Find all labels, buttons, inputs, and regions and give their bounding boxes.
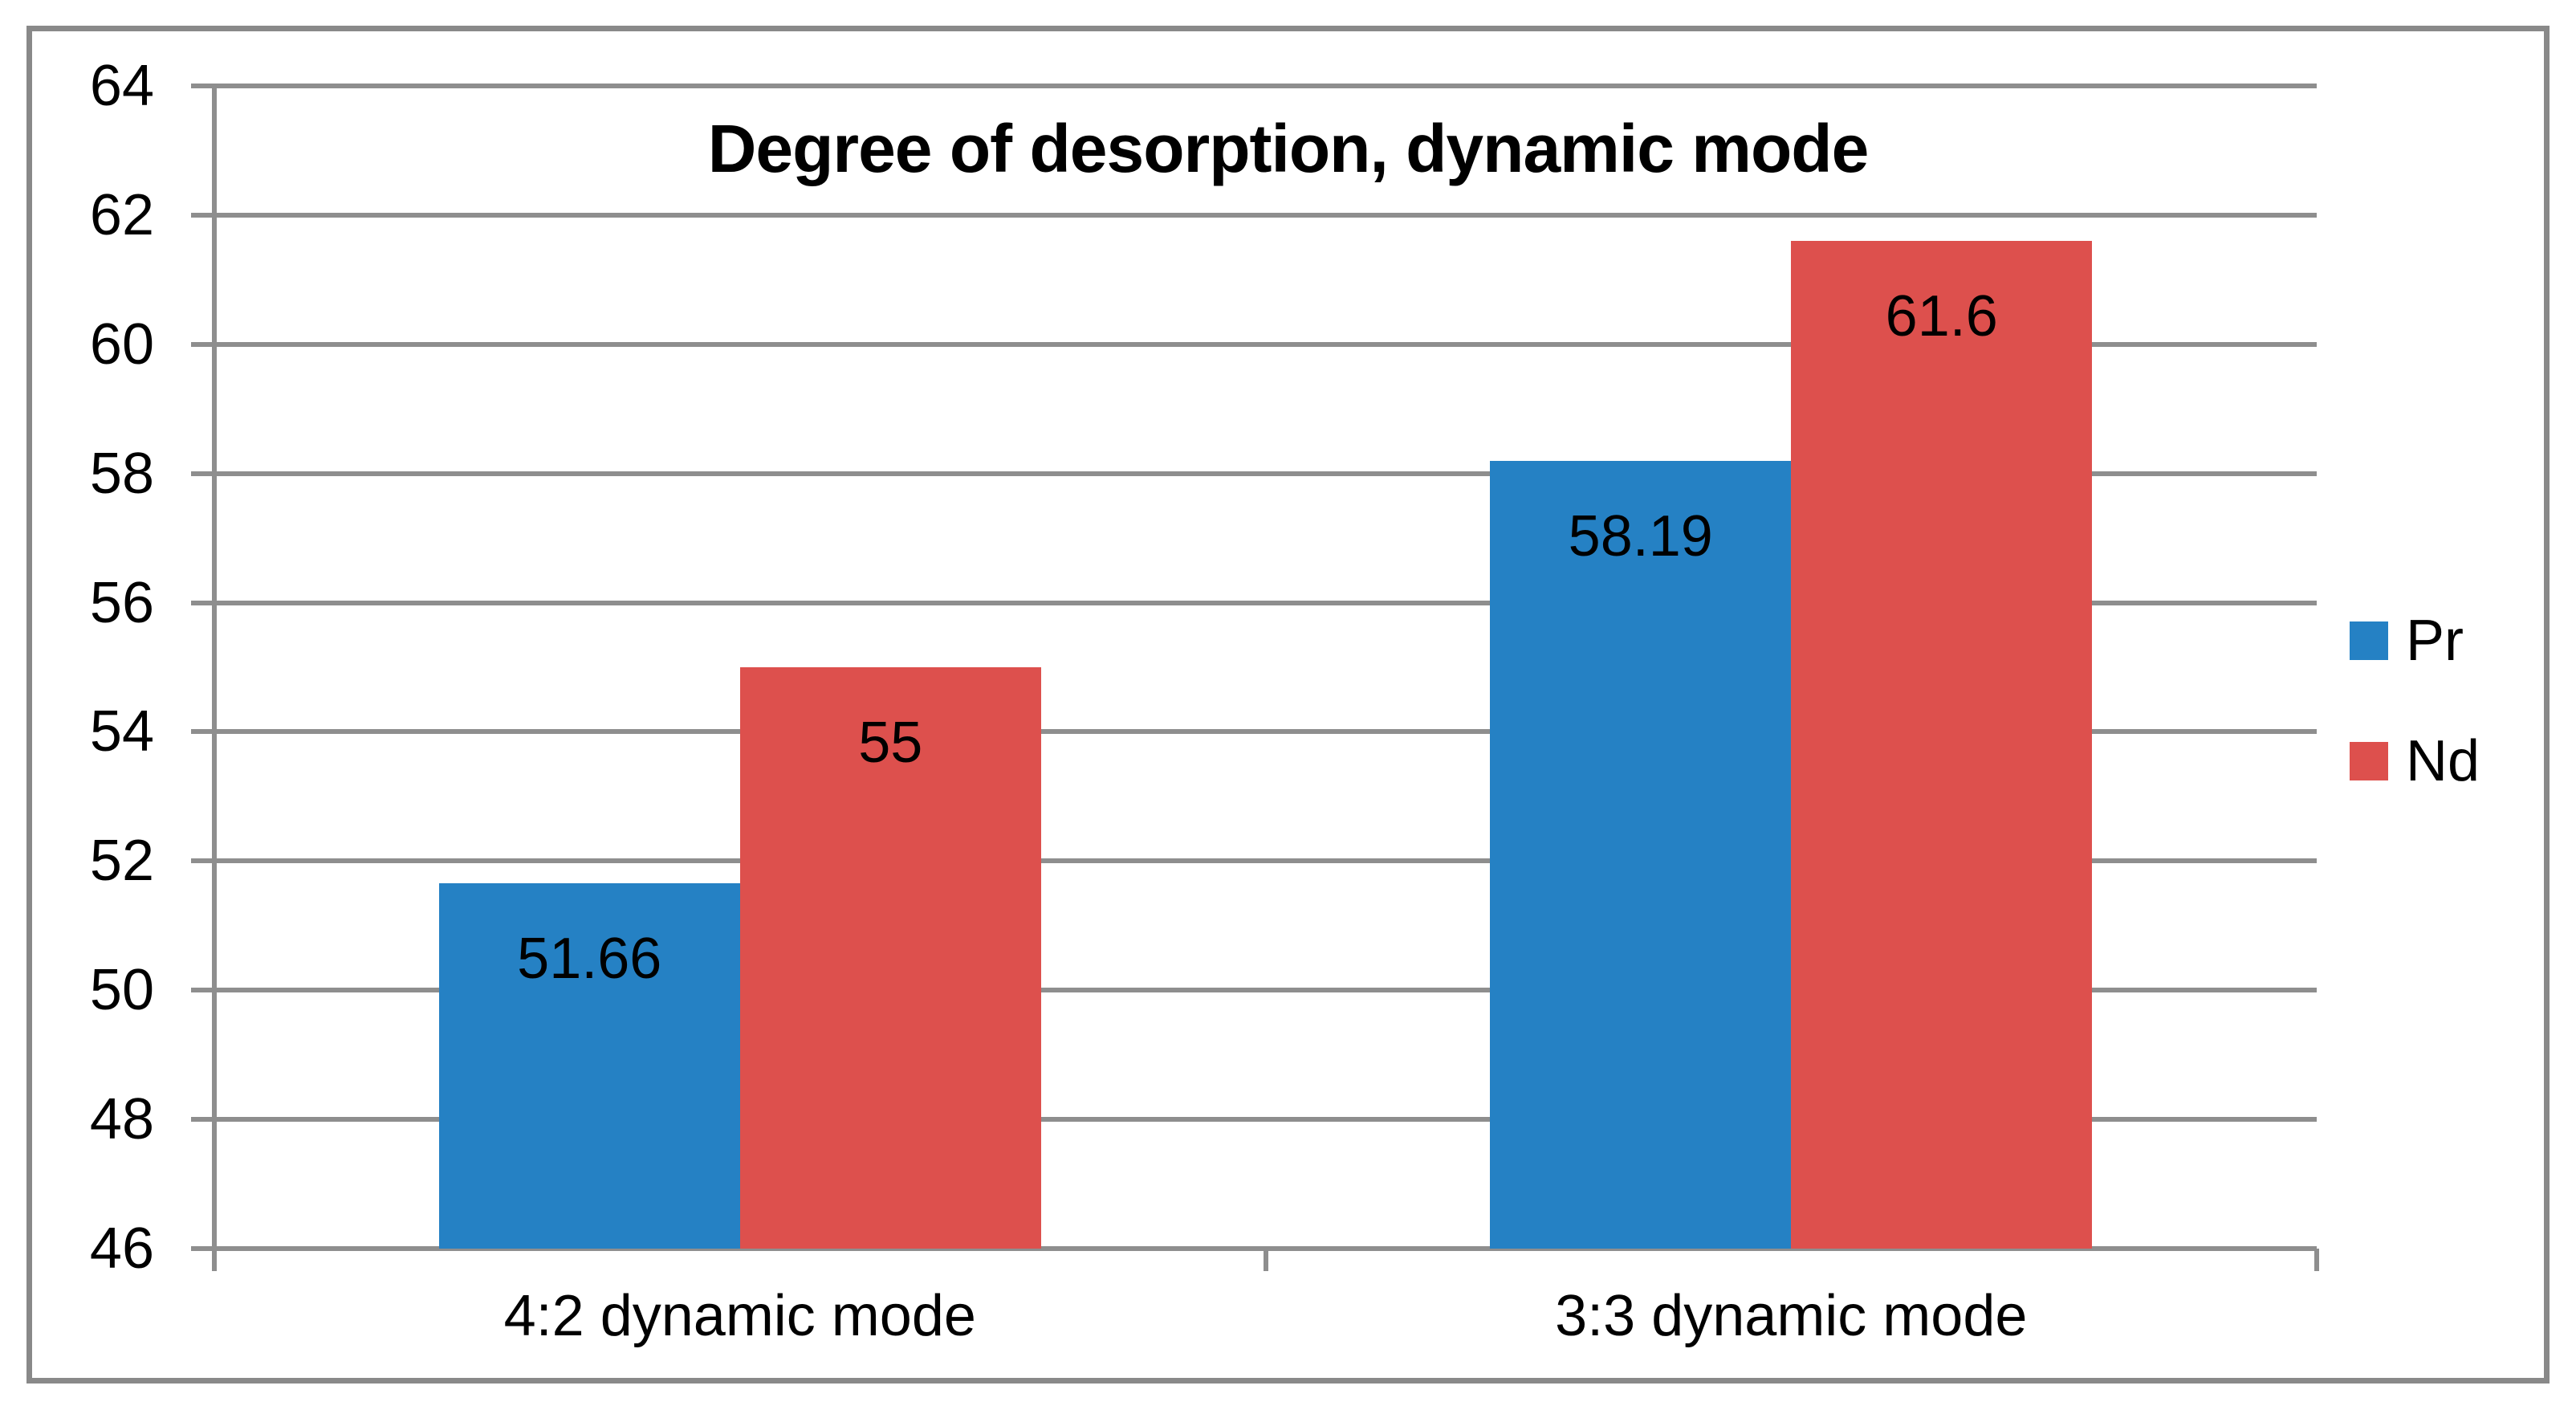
bar-value-label: 61.6	[1885, 284, 1998, 349]
gridline	[214, 600, 2317, 605]
gridline	[214, 84, 2317, 88]
legend-label: Nd	[2406, 729, 2480, 793]
x-axis-tick	[212, 1249, 217, 1271]
y-axis-label: 52	[89, 829, 154, 894]
y-axis-label: 54	[89, 699, 154, 764]
x-axis-category-label: 4:2 dynamic mode	[503, 1284, 976, 1348]
y-axis-tick	[191, 600, 214, 605]
gridline	[214, 988, 2317, 993]
y-axis-label: 56	[89, 570, 154, 635]
bar-value-label: 51.66	[517, 926, 662, 991]
x-axis-category-label: 3:3 dynamic mode	[1555, 1284, 2028, 1348]
y-axis-tick	[191, 341, 214, 347]
y-axis-tick	[191, 212, 214, 218]
x-axis-tick	[2314, 1249, 2319, 1271]
legend-item-nd: Nd	[2350, 727, 2480, 795]
y-axis-tick	[191, 1246, 214, 1251]
y-axis-tick	[191, 1117, 214, 1123]
y-axis-label: 62	[89, 182, 154, 247]
legend-label: Pr	[2406, 609, 2464, 673]
bar-pr-2: 58.19	[1490, 461, 1792, 1249]
legend-swatch-icon	[2350, 742, 2388, 780]
gridline	[214, 341, 2317, 347]
gridline	[214, 858, 2317, 864]
x-axis-tick	[1263, 1249, 1268, 1271]
y-axis-label: 50	[89, 958, 154, 1023]
legend-item-pr: Pr	[2350, 607, 2480, 674]
y-axis-line	[212, 86, 217, 1271]
y-axis-label: 58	[89, 441, 154, 506]
bar-nd-2: 61.6	[1791, 241, 2093, 1249]
bar-value-label: 58.19	[1568, 504, 1713, 569]
legend: Pr Nd	[2350, 607, 2480, 795]
chart-frame	[26, 26, 2550, 1384]
y-axis-tick	[191, 988, 214, 993]
y-axis-tick	[191, 729, 214, 735]
bar-pr-1: 51.66	[438, 882, 740, 1249]
legend-swatch-icon	[2350, 621, 2388, 660]
bar-nd-1: 55	[739, 667, 1041, 1249]
y-axis-label: 60	[89, 312, 154, 377]
y-axis-tick	[191, 84, 214, 88]
y-axis-tick	[191, 471, 214, 476]
gridline	[214, 212, 2317, 218]
y-axis-label: 46	[89, 1216, 154, 1281]
y-axis-label: 48	[89, 1087, 154, 1152]
chart-title: Degree of desorption, dynamic mode	[707, 111, 1870, 186]
gridline	[214, 471, 2317, 476]
gridline	[214, 729, 2317, 735]
gridline	[214, 1117, 2317, 1123]
bar-value-label: 55	[858, 711, 923, 775]
y-axis-label: 64	[89, 54, 154, 118]
y-axis-tick	[191, 858, 214, 864]
